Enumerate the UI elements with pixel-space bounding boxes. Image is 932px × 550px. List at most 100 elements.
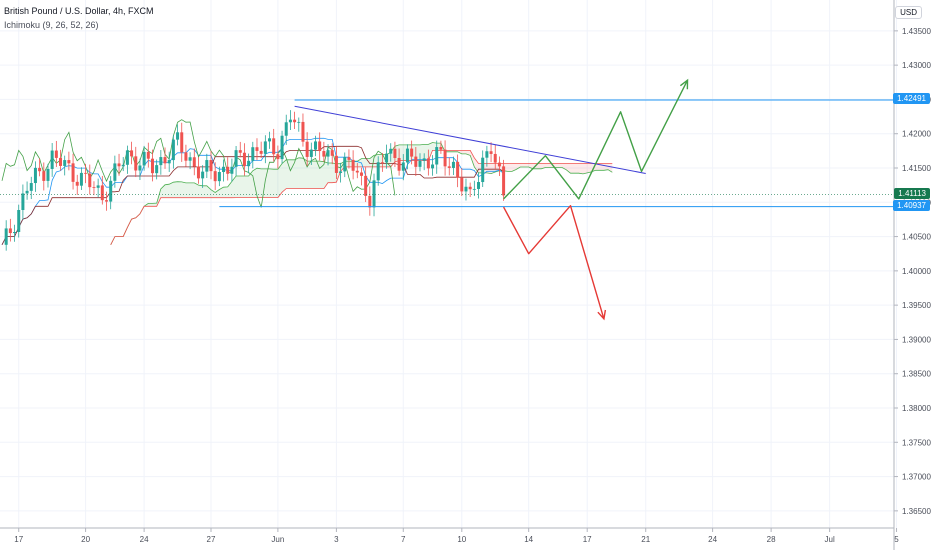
last-price-tag: 1.41113	[894, 187, 930, 199]
candle-body	[431, 164, 435, 169]
cloud-segment	[570, 163, 575, 174]
candle-body	[372, 180, 376, 208]
cloud-segment	[461, 150, 466, 154]
candle-body	[79, 172, 83, 186]
candle-body	[380, 162, 384, 164]
cloud-segment	[198, 185, 203, 198]
candle-body	[485, 151, 489, 158]
cloud-segment	[545, 163, 550, 168]
cloud-segment	[524, 163, 529, 168]
candle-body	[155, 165, 159, 174]
currency-badge[interactable]: USD	[895, 6, 922, 19]
candle-body	[410, 148, 414, 157]
candle-body	[255, 147, 259, 151]
y-tick-label: 1.41500	[902, 164, 931, 173]
candle-body	[226, 166, 230, 174]
cloud-segment	[181, 181, 186, 198]
candle-body	[284, 122, 288, 136]
cloud-segment	[302, 158, 308, 189]
y-tick-label: 1.39500	[902, 301, 931, 310]
candle-body	[456, 161, 460, 178]
x-tick-label: 20	[81, 535, 90, 544]
candle-body	[8, 228, 12, 234]
cloud-segment	[165, 184, 170, 198]
candle-body	[42, 171, 46, 181]
candle-body	[322, 151, 326, 157]
level-price-tag-lower: 1.40937	[893, 199, 930, 211]
cloud-segment	[190, 182, 195, 198]
candle-body	[242, 152, 246, 167]
cloud-segment	[562, 163, 567, 170]
trendline	[294, 105, 646, 174]
cloud-segment	[169, 182, 174, 198]
cloud-segment	[520, 163, 525, 168]
candle-body	[92, 187, 96, 188]
candle-body	[29, 183, 33, 191]
candle-body	[96, 185, 100, 188]
y-tick-label: 1.38000	[902, 404, 931, 413]
cloud-segment	[328, 162, 333, 183]
candle-body	[105, 200, 108, 202]
candles	[4, 110, 506, 251]
candle-body	[209, 160, 213, 172]
candle-body	[213, 171, 217, 182]
candle-body	[50, 150, 54, 169]
candle-body	[439, 147, 443, 150]
candle-body	[293, 119, 297, 123]
candle-body	[435, 147, 439, 165]
x-tick-label: 28	[767, 535, 776, 544]
candle-body	[121, 164, 125, 167]
candle-body	[130, 150, 134, 157]
candle-body	[150, 158, 154, 174]
cloud-segment	[173, 181, 178, 198]
x-tick-label: 7	[401, 535, 406, 544]
x-tick-label: Jun	[271, 535, 284, 544]
candle-body	[201, 171, 205, 179]
candle-body	[305, 141, 309, 157]
cloud-segment	[319, 161, 324, 189]
candle-body	[238, 150, 242, 153]
cloud-segment	[240, 175, 245, 198]
x-tick-label: Jul	[825, 535, 835, 544]
cloud-segment	[583, 163, 588, 174]
candle-body	[447, 166, 451, 168]
candle-body	[405, 148, 409, 163]
cloud-segment	[578, 163, 584, 174]
cloud-segment	[365, 158, 370, 167]
cloud-segment	[256, 168, 262, 198]
x-tick-label: 3	[334, 535, 339, 544]
candle-body	[288, 119, 292, 123]
candle-body	[464, 186, 468, 192]
y-tick-label: 1.43500	[902, 27, 931, 36]
symbol-title: British Pound / U.S. Dollar, 4h, FXCM	[4, 6, 154, 16]
x-tick-label: 24	[708, 535, 717, 544]
cloud-segment	[470, 150, 475, 167]
y-tick-label: 1.37500	[902, 438, 931, 447]
candle-body	[401, 162, 405, 171]
y-tick-label: 1.40000	[902, 267, 931, 276]
indicator-label[interactable]: Ichimoku (9, 26, 52, 26)	[4, 20, 99, 30]
y-tick-label: 1.42000	[902, 130, 931, 139]
candle-body	[385, 153, 389, 163]
y-tick-label: 1.43000	[902, 61, 931, 70]
candle-body	[330, 150, 334, 156]
x-tick-label: 21	[641, 535, 650, 544]
candle-body	[63, 160, 67, 166]
candle-body	[422, 158, 426, 161]
cloud-segment	[294, 157, 299, 189]
bullish-projection-path-arrowhead	[679, 78, 689, 90]
candle-body	[347, 157, 351, 160]
candle-body	[142, 151, 146, 166]
candle-body	[247, 160, 251, 167]
candle-body	[84, 172, 88, 174]
candle-body	[163, 157, 167, 164]
cloud-segment	[223, 186, 228, 198]
candle-body	[280, 135, 284, 160]
candle-body	[301, 121, 305, 142]
candle-body	[351, 159, 355, 171]
candle-body	[477, 182, 481, 189]
cloud-segment	[215, 189, 220, 198]
cloud-segment	[428, 142, 433, 161]
cloud-segment	[202, 185, 207, 198]
